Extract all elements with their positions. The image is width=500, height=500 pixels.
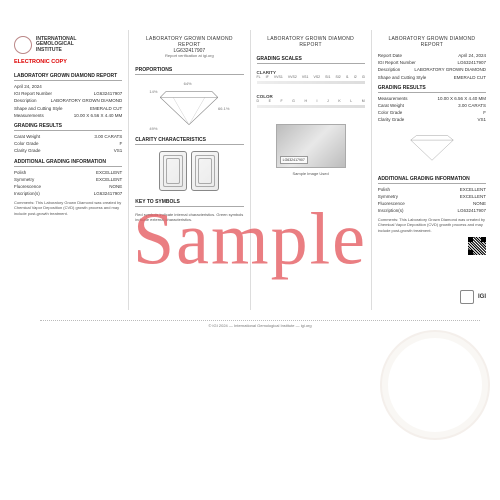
emerald-top-view <box>159 151 187 191</box>
clarity-char-title: CLARITY CHARACTERISTICS <box>135 137 243 145</box>
data-row: Inscription(s)LG632417907 <box>14 190 122 197</box>
data-row: DescriptionLABORATORY GROWN DIAMOND <box>14 97 122 104</box>
report-date: April 24, 2024 <box>14 83 122 90</box>
dim-pav: 49% <box>149 126 157 131</box>
data-row: Color GradeF <box>14 140 122 147</box>
data-row: Carat Weight3.00 CARATS <box>14 133 122 140</box>
data-row: SymmetryEXCELLENT <box>14 176 122 183</box>
p4-title: LABORATORY GROWN DIAMOND REPORT <box>378 36 486 48</box>
data-row: Clarity GradeVS1 <box>14 147 122 154</box>
org-line3: INSTITUTE <box>36 47 62 53</box>
sample-image-caption: Sample Image Used <box>257 171 365 176</box>
electronic-copy-label: ELECTRONIC COPY <box>14 59 122 65</box>
emerald-bottom-view <box>191 151 219 191</box>
report-title: LABORATORY GROWN DIAMOND REPORT <box>14 73 122 81</box>
comments: Comments: This Laboratory Grown Diamond … <box>14 200 122 216</box>
clarity-scale-labels: FLIFVVS1VVS2VS1VS2SI1SI2I1I2I3 <box>257 75 365 79</box>
data-row: Clarity GradeVS1 <box>378 116 486 123</box>
diamond-profile-diagram: 64% 66.1% 14% 49% <box>153 83 225 129</box>
data-row: Measurements10.00 X 6.56 X 4.40 MM <box>14 112 122 119</box>
igi-footer-logo: IGI <box>378 290 486 304</box>
p1-results: Carat Weight3.00 CARATSColor GradeFClari… <box>14 133 122 155</box>
qr-code-icon <box>468 237 486 255</box>
org-name: INTERNATIONAL GEMOLOGICAL INSTITUTE <box>36 37 76 54</box>
date-value: April 24, 2024 <box>14 83 42 90</box>
p4-results-title: GRADING RESULTS <box>378 85 486 93</box>
data-row: Shape and Cutting StyleEMERALD CUT <box>378 74 486 81</box>
watermark-seal-icon <box>380 330 490 440</box>
dim-table: 64% <box>184 81 192 86</box>
dim-depth: 66.1% <box>218 106 229 111</box>
p2-title: LABORATORY GROWN DIAMOND REPORT <box>135 36 243 48</box>
data-row: FluorescenceNONE <box>14 183 122 190</box>
data-row: Shape and Cutting StyleEMERALD CUT <box>14 105 122 112</box>
p2-sub: Report verification at igi.org <box>135 54 243 59</box>
p4-addl: PolishEXCELLENTSymmetryEXCELLENTFluoresc… <box>378 186 486 215</box>
p4-header: LABORATORY GROWN DIAMOND REPORT <box>378 36 486 48</box>
certificate-strip: INTERNATIONAL GEMOLOGICAL INSTITUTE ELEC… <box>0 30 500 310</box>
p1-rows: IGI Report NumberLG632417907DescriptionL… <box>14 90 122 119</box>
igi-seal-icon <box>14 36 32 54</box>
data-row: Report DateApril 24, 2024 <box>378 52 486 59</box>
p4-comments: Comments: This Laboratory Grown Diamond … <box>378 217 486 233</box>
igi-text: IGI <box>478 294 486 300</box>
panel-proportions: LABORATORY GROWN DIAMOND REPORT LG632417… <box>128 30 249 310</box>
proportions-title: PROPORTIONS <box>135 67 243 75</box>
p4-profile-diagram <box>404 130 460 166</box>
clarity-scale-bar <box>257 81 365 84</box>
panel-scales: LABORATORY GROWN DIAMOND REPORT GRADING … <box>250 30 371 310</box>
p4-results: Measurements10.00 X 6.56 X 4.40 MMCarat … <box>378 95 486 124</box>
inscription-tag: LG632417907 <box>280 156 308 164</box>
p2-header: LABORATORY GROWN DIAMOND REPORT LG632417… <box>135 36 243 59</box>
data-row: SymmetryEXCELLENT <box>378 193 486 200</box>
p4-toprows: Report DateApril 24, 2024IGI Report Numb… <box>378 52 486 81</box>
p3-title: LABORATORY GROWN DIAMOND REPORT <box>257 36 365 48</box>
dim-crown: 14% <box>149 89 157 94</box>
grading-results-title: GRADING RESULTS <box>14 123 122 131</box>
data-row: Measurements10.00 X 6.56 X 4.40 MM <box>378 95 486 102</box>
data-row: DescriptionLABORATORY GROWN DIAMOND <box>378 66 486 73</box>
panel-card: LABORATORY GROWN DIAMOND REPORT Report D… <box>371 30 492 310</box>
color-scale-bar <box>257 105 365 108</box>
footer-copyright: © IGI 2024 — International Gemological I… <box>40 320 480 328</box>
key-note: Red symbols indicate internal characteri… <box>135 212 243 222</box>
panel-summary: INTERNATIONAL GEMOLOGICAL INSTITUTE ELEC… <box>8 30 128 310</box>
addl-title: ADDITIONAL GRADING INFORMATION <box>14 159 122 167</box>
emerald-plot-pair <box>135 151 243 191</box>
data-row: PolishEXCELLENT <box>378 186 486 193</box>
p1-addl: PolishEXCELLENTSymmetryEXCELLENTFluoresc… <box>14 169 122 198</box>
data-row: Inscription(s)LG632417907 <box>378 207 486 214</box>
color-scale-labels: DEFGHIJKLM <box>257 99 365 103</box>
p4-addl-title: ADDITIONAL GRADING INFORMATION <box>378 176 486 184</box>
data-row: Color GradeF <box>378 109 486 116</box>
data-row: PolishEXCELLENT <box>14 169 122 176</box>
p3-header: LABORATORY GROWN DIAMOND REPORT <box>257 36 365 48</box>
key-symbols-title: KEY TO SYMBOLS <box>135 199 243 207</box>
grading-scales-title: GRADING SCALES <box>257 56 365 64</box>
data-row: IGI Report NumberLG632417907 <box>378 59 486 66</box>
data-row: IGI Report NumberLG632417907 <box>14 90 122 97</box>
igi-header: INTERNATIONAL GEMOLOGICAL INSTITUTE <box>14 36 122 54</box>
sample-diamond-image: LG632417907 <box>276 124 346 168</box>
data-row: Carat Weight3.00 CARATS <box>378 102 486 109</box>
data-row: FluorescenceNONE <box>378 200 486 207</box>
igi-mark-icon <box>460 290 474 304</box>
